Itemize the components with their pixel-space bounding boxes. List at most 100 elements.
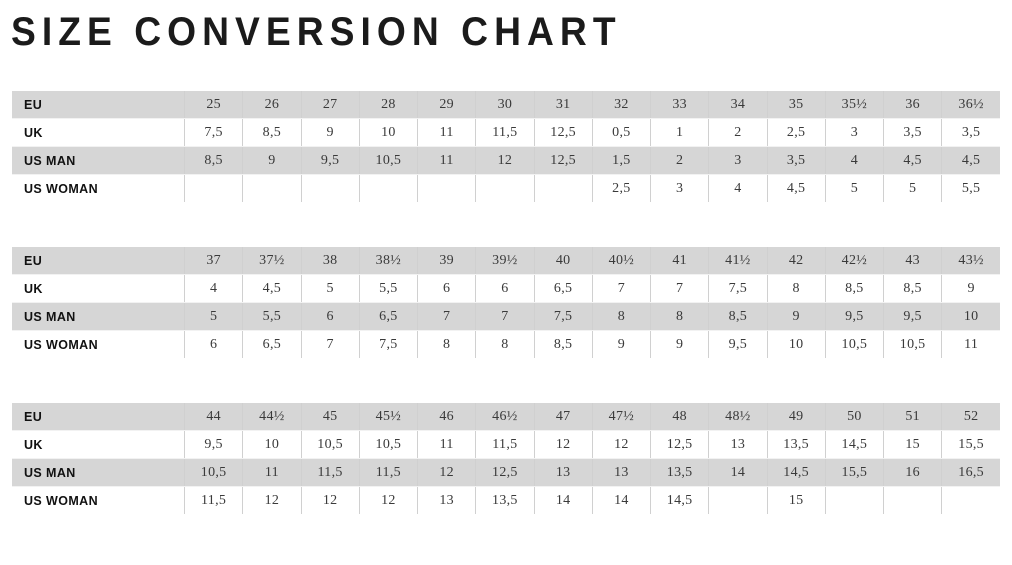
size-cell: 16,5 <box>941 458 1000 487</box>
size-cell: 13,5 <box>767 430 826 459</box>
size-cell: 45½ <box>359 403 419 431</box>
size-cell: 7 <box>475 302 535 331</box>
size-cell: 14,5 <box>767 458 826 487</box>
size-cell: 2 <box>650 146 710 175</box>
table-row: UK 9,5 10 10,5 10,5 11 11,5 12 12 12,5 13 13,5 14,5 1… <box>12 430 1000 459</box>
size-cell: 13,5 <box>650 458 710 487</box>
size-cell: 9 <box>301 118 360 147</box>
size-cell: 5 <box>184 302 244 331</box>
size-cell: 11 <box>417 118 477 147</box>
row-label-us-woman: US WOMAN <box>12 486 185 514</box>
size-cell: 10,5 <box>359 430 419 459</box>
size-cell: 10,5 <box>359 146 419 175</box>
size-cell: 13 <box>417 486 477 514</box>
size-cell: 35½ <box>825 91 885 119</box>
size-cell: 15,5 <box>825 458 885 487</box>
size-cell: 3,5 <box>883 118 943 147</box>
size-cell: 6 <box>475 274 535 303</box>
size-cell: 6 <box>301 302 360 331</box>
size-cell: 3 <box>825 118 885 147</box>
size-cell: 15,5 <box>941 430 1000 459</box>
size-cell: 8,5 <box>184 146 244 175</box>
size-cell: 12 <box>592 430 652 459</box>
size-cell: 9 <box>242 146 302 175</box>
size-table: EU 25 26 27 28 29 30 31 32 33 34 35 35½ 36 36½ UK 7,5 8,5… <box>12 91 1000 202</box>
size-cell: 10 <box>941 302 1000 331</box>
size-cell: 11 <box>417 146 477 175</box>
size-cell: 29 <box>417 91 477 119</box>
size-cell: 12,5 <box>475 458 535 487</box>
size-cell: 9,5 <box>825 302 885 331</box>
size-cell: 32 <box>592 91 652 119</box>
size-cell: 33 <box>650 91 710 119</box>
size-cell: 13 <box>592 458 652 487</box>
size-cell: 46½ <box>475 403 535 431</box>
size-cell: 37 <box>184 247 244 275</box>
size-cell: 6 <box>417 274 477 303</box>
size-cell: 48 <box>650 403 710 431</box>
size-cell: 2,5 <box>592 174 652 202</box>
size-cell: 14 <box>708 458 768 487</box>
size-cell: 9,5 <box>301 146 360 175</box>
table-row: UK 4 4,5 5 5,5 6 6 6,5 7 7 7,5 8 8,5 8,5 9 <box>12 274 1000 303</box>
row-label-us-woman: US WOMAN <box>12 330 185 358</box>
size-cell: 14 <box>592 486 652 514</box>
size-cell <box>475 174 535 202</box>
size-cell: 8,5 <box>242 118 302 147</box>
size-cell: 35 <box>767 91 826 119</box>
size-cell: 39 <box>417 247 477 275</box>
size-cell: 7,5 <box>184 118 244 147</box>
size-cell: 4 <box>825 146 885 175</box>
table-row: US MAN 10,5 11 11,5 11,5 12 12,5 13 13 13,5 14 14,5… <box>12 458 1000 487</box>
page-title: SIZE CONVERSION CHART <box>11 10 622 54</box>
size-cell: 47 <box>534 403 593 431</box>
row-label-eu: EU <box>12 91 185 119</box>
size-cell: 2,5 <box>767 118 826 147</box>
size-cell: 12,5 <box>650 430 710 459</box>
size-cell: 2 <box>708 118 768 147</box>
size-cell: 10,5 <box>184 458 244 487</box>
size-cell: 14,5 <box>825 430 885 459</box>
size-cell: 6,5 <box>359 302 419 331</box>
size-cell: 12,5 <box>534 118 593 147</box>
size-cell: 8,5 <box>534 330 593 358</box>
size-cell: 4,5 <box>941 146 1000 175</box>
size-cell: 11 <box>417 430 477 459</box>
size-cell: 31 <box>534 91 593 119</box>
row-label-uk: UK <box>12 118 185 147</box>
size-cell: 7 <box>417 302 477 331</box>
size-table: EU 44 44½ 45 45½ 46 46½ 47 47½ 48 48½ 49 50 51 52 UK 9,5… <box>12 403 1000 514</box>
size-cell: 13 <box>534 458 593 487</box>
tables-container: EU 25 26 27 28 29 30 31 32 33 34 35 35½ 36 36½ UK 7,5 8,5… <box>12 91 1000 514</box>
row-label-uk: UK <box>12 274 185 303</box>
size-cell: 9 <box>592 330 652 358</box>
size-cell: 8,5 <box>883 274 943 303</box>
table-row: EU 44 44½ 45 45½ 46 46½ 47 47½ 48 48½ 49 50 51 52 <box>12 403 1000 431</box>
size-cell: 11,5 <box>475 118 535 147</box>
size-cell: 48½ <box>708 403 768 431</box>
size-cell: 27 <box>301 91 360 119</box>
size-cell: 40 <box>534 247 593 275</box>
size-cell <box>883 486 943 514</box>
size-cell: 49 <box>767 403 826 431</box>
size-cell: 5 <box>825 174 885 202</box>
size-cell: 36½ <box>941 91 1000 119</box>
size-cell: 52 <box>941 403 1000 431</box>
size-cell: 0,5 <box>592 118 652 147</box>
size-cell: 8 <box>650 302 710 331</box>
table-row: UK 7,5 8,5 9 10 11 11,5 12,5 0,5 1 2 2,5 3 3,5 3,5 <box>12 118 1000 147</box>
size-cell: 15 <box>883 430 943 459</box>
size-cell: 9 <box>767 302 826 331</box>
size-cell: 43½ <box>941 247 1000 275</box>
size-cell: 6,5 <box>534 274 593 303</box>
size-cell: 1,5 <box>592 146 652 175</box>
size-cell: 4,5 <box>767 174 826 202</box>
size-cell <box>941 486 1000 514</box>
size-cell: 37½ <box>242 247 302 275</box>
size-cell: 46 <box>417 403 477 431</box>
size-cell: 4,5 <box>883 146 943 175</box>
row-label-us-man: US MAN <box>12 458 185 487</box>
size-cell: 12 <box>417 458 477 487</box>
size-cell: 3,5 <box>767 146 826 175</box>
